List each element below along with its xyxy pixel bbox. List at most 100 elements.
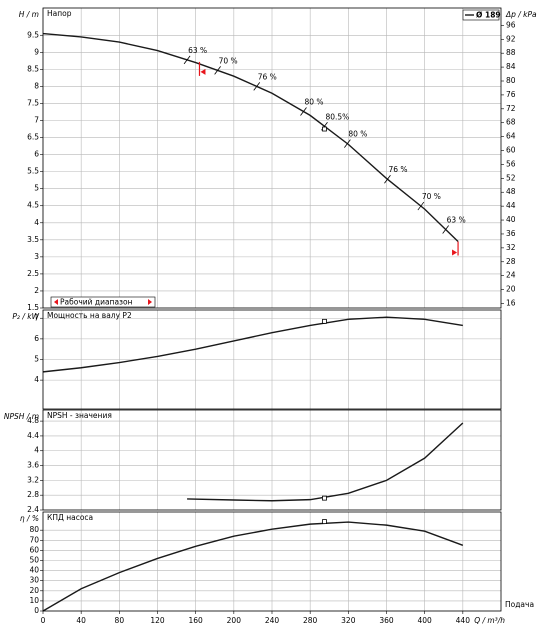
x-tick-label: 160: [189, 616, 204, 625]
y-tick-label: 6.5: [27, 133, 39, 142]
panel-border: [42, 309, 502, 410]
efficiency-mark: [417, 201, 425, 211]
range-arrow: [54, 299, 58, 305]
y-tick-label: 4.5: [27, 201, 39, 210]
y-tick-label: 9: [34, 47, 39, 56]
duty-point: [322, 126, 327, 132]
efficiency-mark: [253, 82, 261, 91]
y-tick-label: 5.5: [27, 167, 39, 176]
y2-tick-label: 28: [506, 257, 516, 266]
x-tick-label: 320: [341, 616, 356, 625]
y2-axis-label: Δp / kPa: [505, 10, 537, 19]
curve: [42, 316, 463, 373]
panel-title: Мощность на валу P2: [47, 311, 132, 320]
duty-point: [322, 495, 327, 501]
y2-tick-label: 56: [506, 159, 516, 168]
y-tick-label: 7.5: [27, 98, 39, 107]
y-tick-label: 1.5: [27, 303, 39, 312]
y2-tick-label: 76: [506, 90, 516, 99]
y2-tick-label: 48: [506, 187, 516, 196]
y-tick-label: 3.6: [27, 461, 39, 470]
y2-tick-label: 32: [506, 243, 516, 252]
x-tick-label: 120: [150, 616, 165, 625]
curve: [187, 422, 464, 502]
y-tick-label: 7: [34, 313, 39, 322]
x-tick-label: 200: [227, 616, 242, 625]
efficiency-label: 76 %: [388, 165, 407, 174]
y-tick-label: 4: [34, 218, 39, 227]
y2-tick-label: 72: [506, 104, 516, 113]
y-tick-label: 6: [34, 150, 39, 159]
y2-tick-label: 92: [506, 34, 516, 43]
y-tick-label: 2: [34, 286, 39, 295]
efficiency-label: 70 %: [422, 192, 441, 201]
x-axis-caption: Подача: [505, 600, 534, 609]
y-tick-label: 6: [34, 334, 39, 343]
y2-tick-label: 64: [506, 132, 516, 141]
duty-point: [322, 519, 327, 524]
x-tick-label: 280: [303, 616, 318, 625]
y-tick-label: 0: [34, 606, 39, 615]
y2-tick-label: 88: [506, 48, 516, 57]
y-tick-label: 5: [34, 184, 39, 193]
y-tick-label: 2.4: [27, 505, 39, 514]
y-tick-label: 5: [34, 355, 39, 364]
y2-tick-label: 80: [506, 76, 516, 85]
panel-title: КПД насоса: [47, 513, 93, 522]
y-tick-label: 2.5: [27, 269, 39, 278]
range-arrow: [452, 249, 458, 256]
y2-tick-label: 20: [506, 285, 516, 294]
duty-point: [322, 318, 327, 324]
x-tick-label: 400: [418, 616, 433, 625]
y-tick-label: 8.5: [27, 64, 39, 73]
y-tick-label: 50: [29, 555, 39, 564]
y-tick-label: 3.5: [27, 235, 39, 244]
x-tick-label: 240: [265, 616, 280, 625]
y2-tick-label: 40: [506, 215, 516, 224]
efficiency-label: 80 %: [348, 130, 367, 139]
y-axis-label: H / m: [19, 10, 39, 19]
x-tick-label: 40: [76, 616, 86, 625]
y-axis-label: η / %: [20, 514, 39, 523]
y2-tick-label: 84: [506, 62, 516, 71]
y2-tick-label: 44: [506, 201, 516, 210]
y-tick-label: 4.4: [27, 431, 39, 440]
efficiency-label: 70 %: [219, 56, 238, 65]
efficiency-label: 76 %: [258, 72, 277, 81]
range-arrow: [200, 68, 206, 75]
y2-tick-label: 24: [506, 271, 516, 280]
efficiency-label: 80 %: [304, 98, 323, 107]
y-tick-label: 4: [34, 375, 39, 384]
y-tick-label: 20: [29, 586, 39, 595]
y-tick-label: 7: [34, 116, 39, 125]
panel-border: [42, 7, 502, 309]
y-tick-label: 30: [29, 576, 39, 585]
y2-tick-label: 68: [506, 118, 516, 127]
range-label: Рабочий диапазон: [60, 298, 133, 307]
y-tick-label: 4.8: [27, 416, 39, 425]
efficiency-mark: [442, 225, 449, 234]
y-tick-label: 70: [29, 535, 39, 544]
efficiency-label: 80.5%: [325, 112, 349, 121]
y-tick-label: 8: [34, 81, 39, 90]
range-box: [50, 296, 156, 308]
x-tick-label: 0: [41, 616, 46, 625]
y-tick-label: 2.8: [27, 490, 39, 499]
y2-tick-label: 60: [506, 146, 516, 155]
y2-tick-label: 96: [506, 20, 516, 29]
x-axis-label: Q / m³/h: [474, 616, 505, 625]
efficiency-label: 63 %: [188, 46, 207, 55]
y2-tick-label: 36: [506, 229, 516, 238]
y-tick-label: 3.2: [27, 475, 39, 484]
y2-tick-label: 52: [506, 173, 516, 182]
y-tick-label: 80: [29, 525, 39, 534]
y-axis-label: NPSH / m: [4, 412, 39, 421]
efficiency-mark: [183, 55, 191, 65]
y-tick-label: 40: [29, 566, 39, 575]
efficiency-mark: [384, 174, 391, 184]
panel-title: NPSH - значения: [47, 411, 112, 420]
y-tick-label: 10: [29, 596, 39, 605]
curve: [42, 32, 459, 243]
y-axis-label: P₂ / kW: [12, 312, 39, 321]
